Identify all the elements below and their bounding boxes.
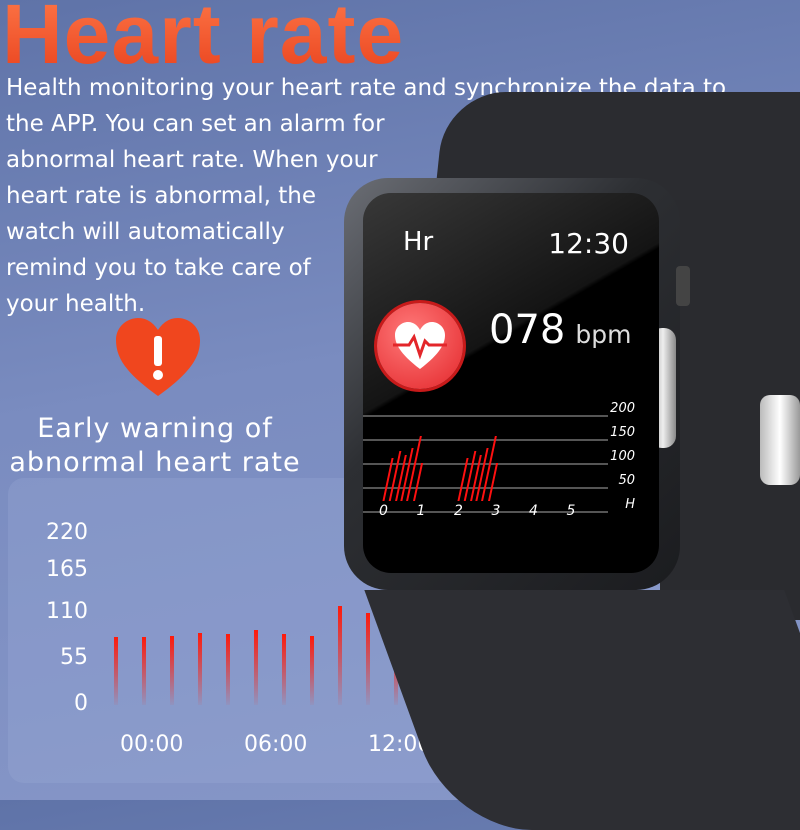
heart-rate-bar (338, 606, 342, 705)
y-tick-label: H (625, 497, 635, 512)
grid-line (363, 415, 608, 417)
grid-line (363, 511, 608, 513)
y-tick-label: 50 (618, 473, 635, 488)
x-tick-label: 0 (379, 503, 388, 519)
y-tick-label: 150 (610, 425, 635, 440)
page-title: Heart rate (2, 0, 404, 83)
heart-rate-bar (366, 613, 370, 705)
y-tick-label: 100 (610, 449, 635, 464)
desc-line: your health. (6, 291, 146, 317)
x-tick-label: 2 (454, 503, 463, 519)
description: Health monitoring your heart rate and sy… (6, 70, 796, 322)
y-tick-label: 220 (46, 519, 88, 545)
heart-warning-icon (116, 318, 200, 396)
strap-buckle (760, 395, 800, 485)
watch-crown-button[interactable] (676, 266, 690, 306)
x-tick-label: 06:00 (244, 732, 308, 757)
desc-line: remind you to take care of (6, 255, 311, 281)
warning-line: abnormal heart rate (9, 447, 301, 478)
desc-line: the APP. You can set an alarm for (6, 111, 385, 137)
y-tick-label: 110 (46, 599, 88, 624)
heart-ecg-icon (377, 303, 463, 389)
screen-time: 12:30 (548, 227, 629, 260)
grid-line (363, 463, 608, 465)
warning-line: Early warning of (37, 413, 273, 444)
y-tick-label: 0 (74, 691, 88, 716)
screen-label: Hr (403, 227, 434, 257)
x-tick-label: 4 (529, 503, 538, 519)
watch-strap-bottom (364, 590, 800, 830)
y-tick-label: 200 (610, 401, 635, 416)
heart-rate-bar (198, 633, 202, 705)
x-tick-label: 5 (566, 503, 576, 519)
heart-rate-bar (282, 633, 286, 705)
heart-rate-bar (310, 636, 314, 705)
y-tick-label: 165 (46, 557, 88, 583)
grid-line (363, 439, 608, 441)
bpm-value: 078 (489, 307, 566, 353)
x-tick-label: 1 (416, 503, 426, 519)
watch-screen: Hr 12:30 078 bpm 200 150 100 50 H 0 1 2 3 4 5 (363, 193, 659, 573)
bpm-unit: bpm (575, 320, 632, 349)
heart-rate-bar (254, 629, 258, 705)
hourly-heart-rate-chart: 200 150 100 50 H 0 1 2 3 4 5 (363, 193, 659, 573)
desc-line: watch will automatically (6, 219, 285, 245)
heart-rate-bar (170, 636, 174, 705)
heart-rate-bar (114, 637, 118, 705)
desc-line: heart rate is abnormal, the (6, 183, 316, 209)
desc-line: abnormal heart rate. When your (6, 147, 378, 173)
y-tick-label: 55 (60, 645, 88, 670)
bpm-readout: 078 bpm (489, 307, 631, 353)
heart-rate-bar (142, 637, 146, 705)
warning-heading: Early warning of abnormal heart rate (0, 412, 310, 480)
heart-rate-bar (226, 633, 230, 705)
x-tick-label: 3 (491, 503, 501, 519)
x-tick-label: 00:00 (120, 732, 184, 757)
